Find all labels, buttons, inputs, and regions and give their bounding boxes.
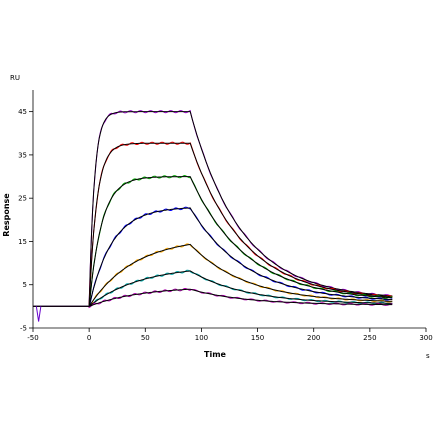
y-tick-label: 25 bbox=[18, 195, 27, 203]
fit-line bbox=[33, 176, 393, 307]
y-tick-label: -5 bbox=[20, 325, 27, 333]
series-line bbox=[33, 206, 393, 308]
x-tick-label: 300 bbox=[419, 334, 432, 342]
series-line bbox=[33, 174, 393, 308]
fit-line bbox=[33, 207, 393, 307]
x-tick-label: 0 bbox=[87, 334, 91, 342]
x-tick-label: 250 bbox=[363, 334, 376, 342]
y-tick-label: 5 bbox=[23, 281, 27, 289]
y-tick-label: 15 bbox=[18, 238, 27, 246]
y-tick-label: 35 bbox=[18, 151, 27, 159]
y-unit-label: RU bbox=[10, 74, 20, 82]
y-axis-title: Response bbox=[2, 193, 11, 237]
x-tick-label: -50 bbox=[27, 334, 38, 342]
series-line bbox=[33, 269, 393, 307]
series-line bbox=[33, 243, 393, 308]
series-line bbox=[33, 288, 393, 309]
injection-artifact bbox=[35, 306, 42, 322]
fit-line bbox=[33, 243, 393, 307]
fit-line bbox=[33, 270, 393, 307]
x-unit-label: s bbox=[426, 352, 430, 360]
x-tick-label: 200 bbox=[307, 334, 320, 342]
ticks: -50 0 50 100 150 200 250 300 -5 5 15 25 35 45 bbox=[18, 108, 433, 342]
y-tick-label: 45 bbox=[18, 108, 27, 116]
x-tick-label: 50 bbox=[141, 334, 150, 342]
x-axis-title: Time bbox=[204, 350, 227, 359]
x-tick-label: 100 bbox=[195, 334, 208, 342]
x-tick-label: 150 bbox=[251, 334, 264, 342]
fit-line bbox=[33, 142, 393, 307]
fit-line bbox=[33, 288, 393, 307]
curves bbox=[33, 109, 393, 322]
fit-line bbox=[33, 111, 393, 307]
series-line bbox=[33, 109, 393, 307]
axes bbox=[32, 90, 426, 329]
